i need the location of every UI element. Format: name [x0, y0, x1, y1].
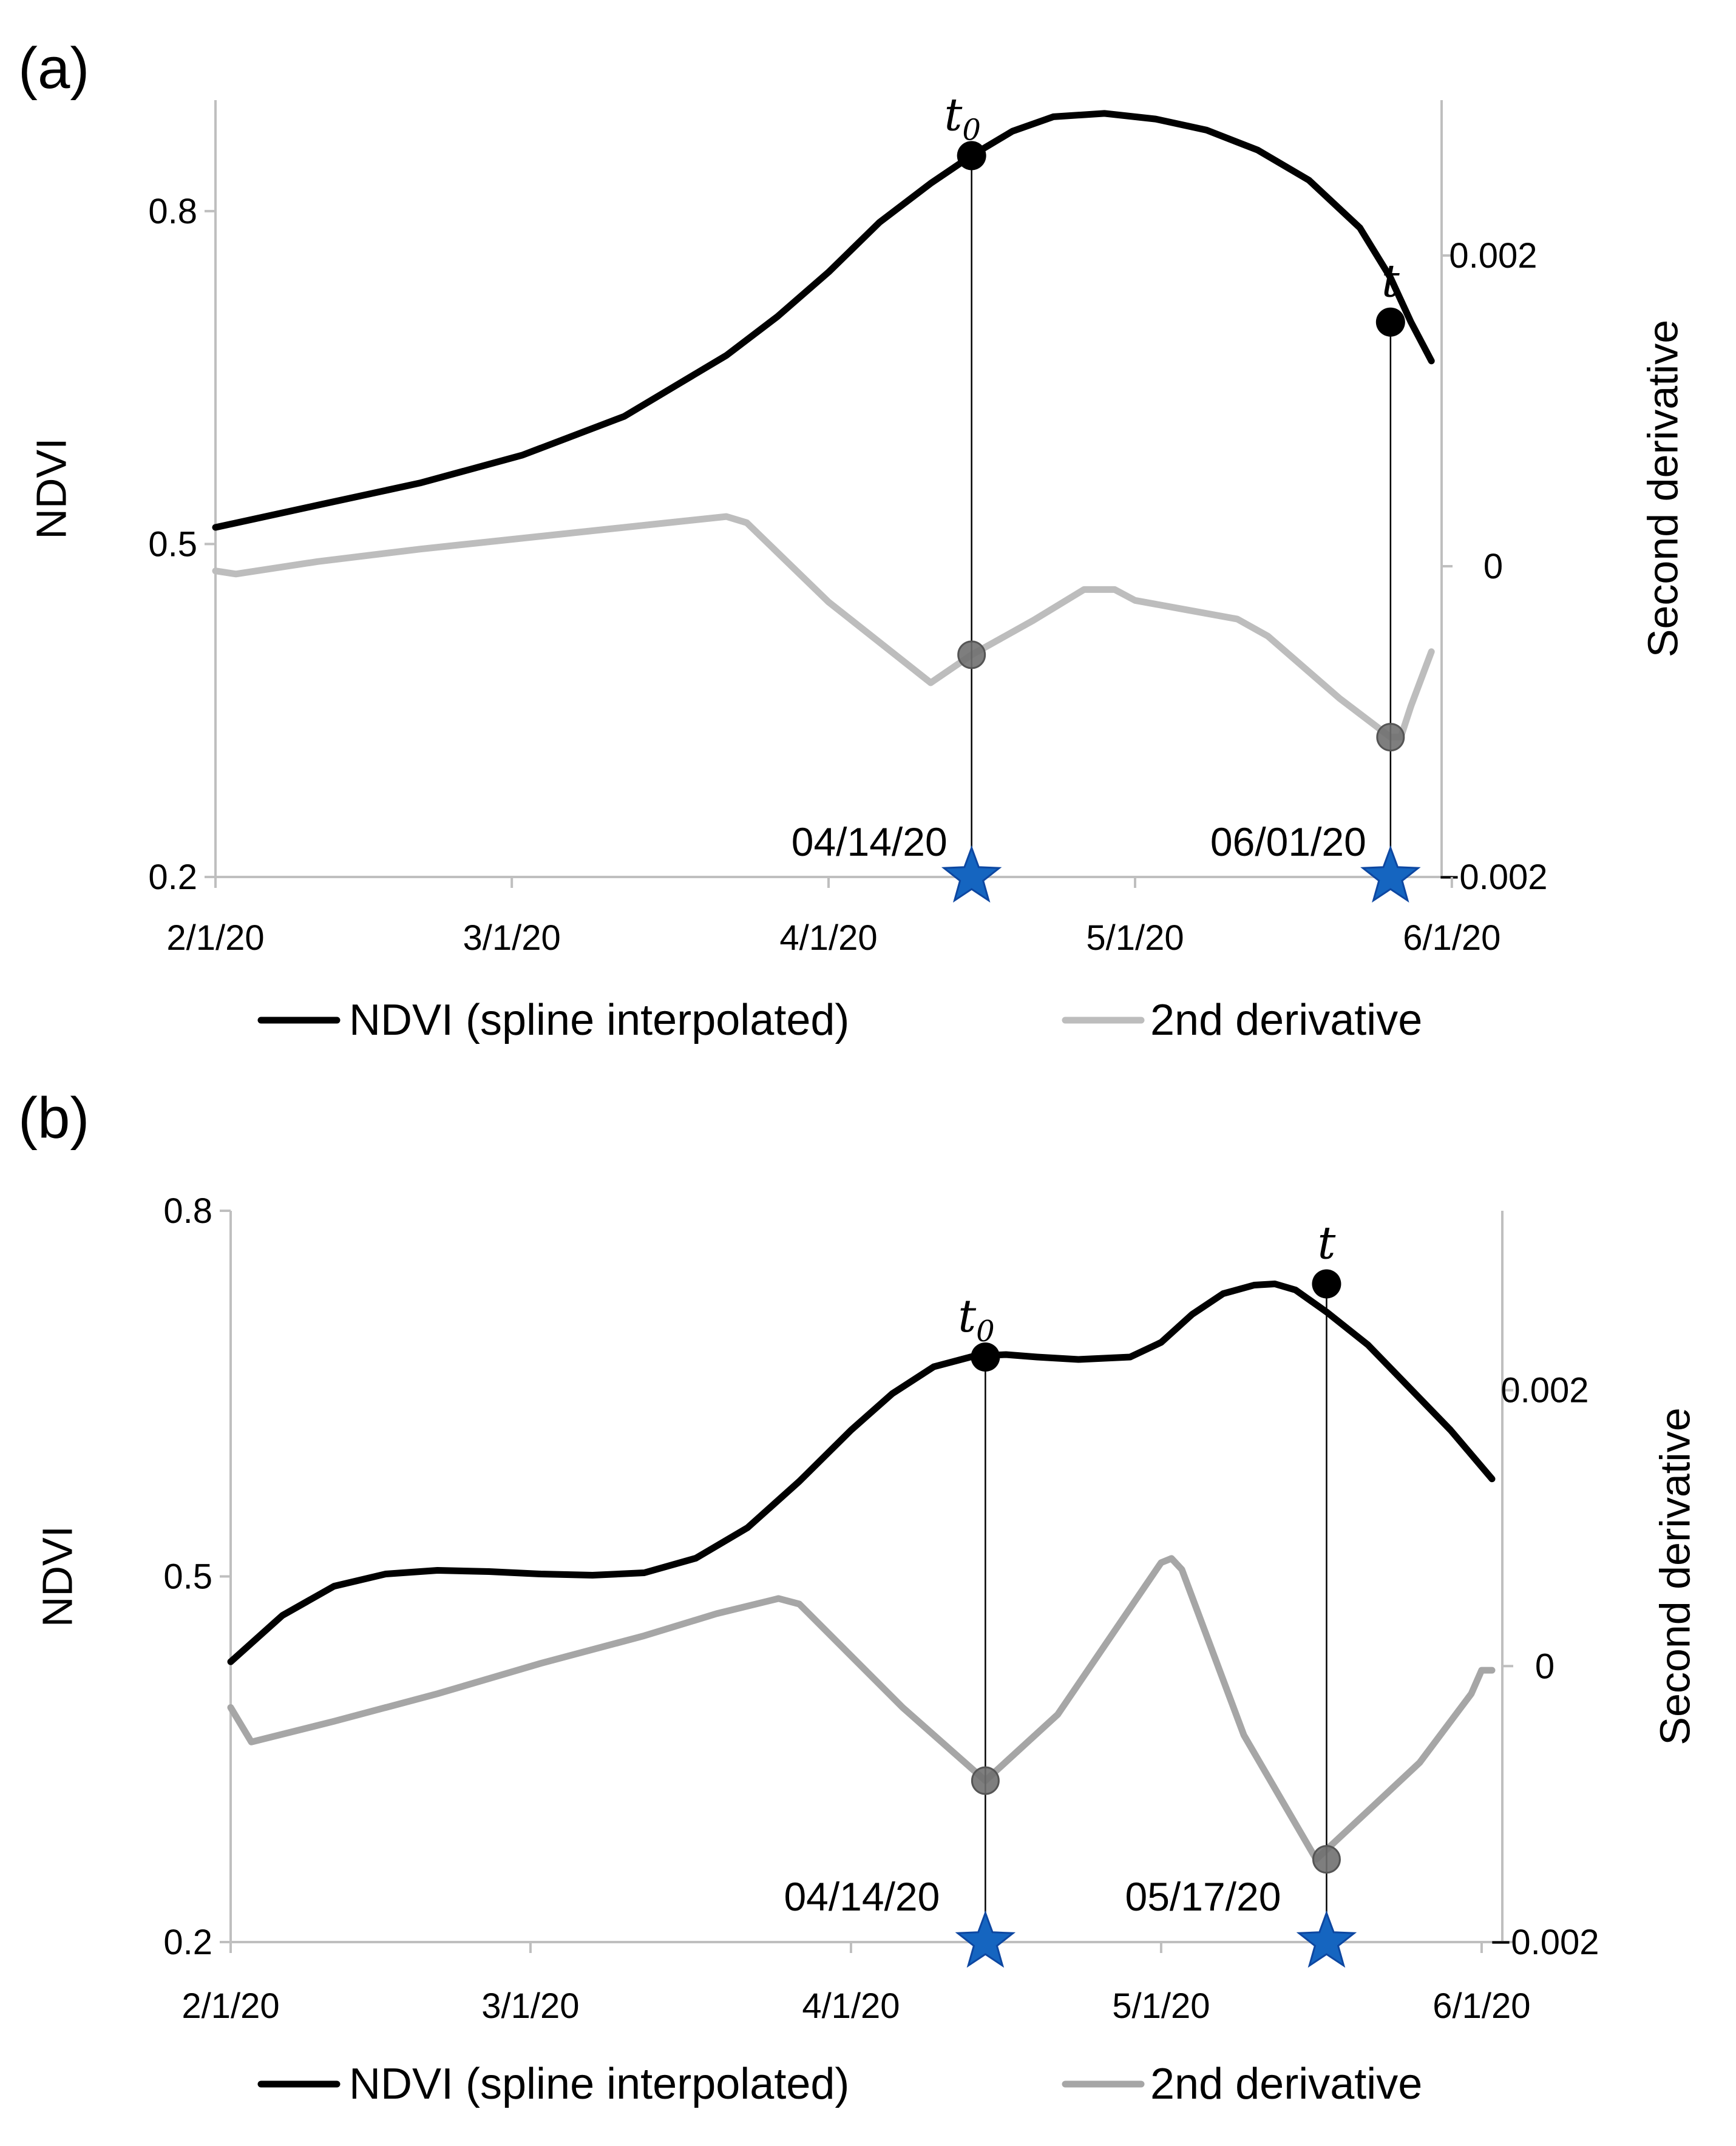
- x-tick-label: 4/1/20: [779, 918, 877, 958]
- marker-label: t0: [944, 89, 981, 147]
- ndvi-point: [1312, 1269, 1341, 1299]
- marker-label-main: t: [958, 1290, 976, 1342]
- x-tick-label: 2/1/20: [181, 1986, 279, 2026]
- ndvi-line: [212, 110, 1435, 531]
- x-tick-label: 6/1/20: [1403, 918, 1500, 958]
- legend-derivative-label: 2nd derivative: [1150, 2060, 1422, 2108]
- derivative-point: [971, 1766, 1000, 1795]
- derivative-line: [212, 513, 1435, 741]
- marker-label: t: [1318, 1217, 1336, 1270]
- x-tick-label: 5/1/20: [1112, 1986, 1210, 2026]
- marker-label-subscript: 0: [976, 1315, 995, 1349]
- marker-label: t0: [958, 1290, 994, 1349]
- x-tick-label: 3/1/20: [481, 1986, 579, 2026]
- ndvi-line: [227, 1281, 1496, 1665]
- date-label: 04/14/20: [784, 1874, 940, 1919]
- legend: NDVI (spline interpolated) 2nd derivative: [257, 2060, 1422, 2108]
- y2-axis-title: Second derivative: [1651, 1407, 1698, 1745]
- date-star-icon: [1296, 1910, 1357, 1968]
- derivative-point: [1376, 723, 1405, 752]
- y-axis-title: NDVI: [33, 1526, 81, 1627]
- panel-b: (b) 0.2 0.5 0.8 −0.002 0 0.002 2/1/20 3/1/20 4/1/…: [18, 1086, 1698, 2108]
- derivative-line: [227, 1555, 1496, 1863]
- y-tick-label: 0.2: [163, 1923, 212, 1962]
- y2-axis-title: Second derivative: [1639, 320, 1686, 657]
- y2-tick-label: 0: [1483, 547, 1503, 586]
- legend-ndvi-label: NDVI (spline interpolated): [349, 2060, 849, 2108]
- x-tick-label: 4/1/20: [802, 1986, 900, 2026]
- y2-tick-label: 0: [1535, 1647, 1555, 1686]
- date-star-icon: [1360, 845, 1421, 903]
- date-star-icon: [941, 845, 1002, 903]
- panel-label: (a): [18, 36, 89, 101]
- y-tick-label: 0.8: [163, 1191, 212, 1231]
- ndvi-point: [957, 141, 986, 171]
- y2-tick-label: −0.002: [1490, 1923, 1599, 1962]
- panel-a: (a) 0.2 0.5 0.8 −0.002 0 0.002 2/1/20 3/1/20 4/1/…: [18, 36, 1686, 1044]
- date-label: 05/17/20: [1125, 1874, 1281, 1919]
- x-tick-label: 6/1/20: [1433, 1986, 1530, 2026]
- derivative-point: [957, 640, 986, 669]
- legend: NDVI (spline interpolated) 2nd derivative: [257, 996, 1422, 1044]
- legend-ndvi-label: NDVI (spline interpolated): [349, 996, 849, 1044]
- x-tick-label: 3/1/20: [463, 918, 561, 958]
- y-tick-label: 0.5: [148, 524, 197, 564]
- marker-label-main: t: [1382, 256, 1400, 308]
- ndvi-point: [1375, 307, 1405, 337]
- x-tick-label: 2/1/20: [166, 918, 264, 958]
- y2-tick-label: 0.002: [1449, 236, 1537, 276]
- marker-label-main: t: [944, 89, 963, 141]
- x-tick-label: 5/1/20: [1086, 918, 1184, 958]
- y2-tick-label: −0.002: [1439, 858, 1547, 897]
- ndvi-point: [971, 1342, 1000, 1372]
- marker-label-subscript: 0: [962, 113, 981, 147]
- y2-tick-label: 0.002: [1500, 1371, 1589, 1410]
- panel-label: (b): [18, 1086, 89, 1151]
- y-tick-label: 0.2: [148, 858, 197, 897]
- derivative-point: [1312, 1845, 1341, 1874]
- marker-label-main: t: [1318, 1217, 1336, 1270]
- legend-derivative-label: 2nd derivative: [1150, 996, 1422, 1044]
- y-axis-title: NDVI: [27, 438, 75, 539]
- y-tick-label: 0.8: [148, 192, 197, 231]
- date-label: 04/14/20: [792, 819, 948, 864]
- y-tick-label: 0.5: [163, 1557, 212, 1597]
- date-star-icon: [955, 1910, 1016, 1968]
- date-label: 06/01/20: [1210, 819, 1366, 864]
- marker-label: t: [1382, 256, 1400, 308]
